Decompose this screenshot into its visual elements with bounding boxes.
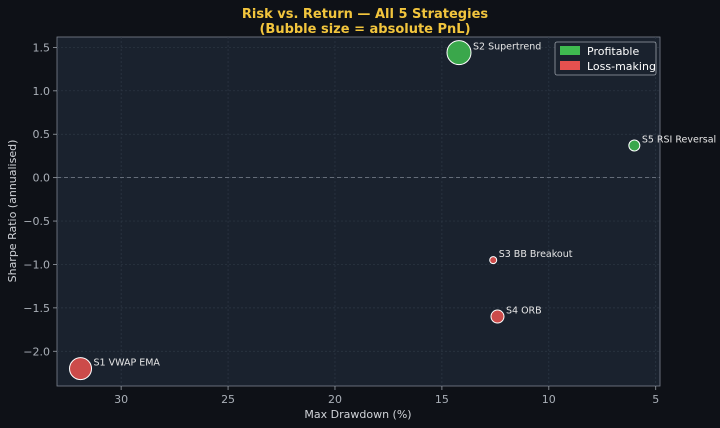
legend-swatch-profitable [560, 46, 580, 55]
legend: Profitable Loss-making [554, 41, 657, 76]
x-axis-label: Max Drawdown (%) [304, 408, 411, 421]
y-axis-ticks: 1.5 1.0 0.5 0.0 −0.5 −1.0 −1.5 −2.0 [23, 41, 57, 358]
y-tick-label: −2.0 [23, 345, 50, 358]
data-points: S1 VWAP EMA S2 Supertrend S3 BB Breakout S4… [69, 40, 716, 381]
y-tick-label: 1.5 [33, 41, 51, 54]
bubble-3 [489, 256, 498, 265]
bubble-label-5: S5 RSI Reversal [642, 135, 716, 146]
legend-label-loss-making: Loss-making [587, 60, 656, 73]
y-tick-label: −0.5 [23, 215, 50, 228]
y-tick-label: −1.5 [23, 302, 50, 315]
legend-label-profitable: Profitable [587, 45, 639, 58]
bubble-label-4: S4 ORB [506, 306, 542, 317]
bubble-label-3: S3 BB Breakout [499, 249, 573, 260]
y-axis-label: Sharpe Ratio (annualised) [6, 140, 19, 283]
y-tick-label: 0.0 [33, 172, 51, 185]
bubble-label-2: S2 Supertrend [473, 42, 541, 53]
bubble-2 [446, 40, 472, 66]
bubble-5 [628, 139, 641, 152]
x-tick-label: 30 [114, 393, 128, 406]
x-tick-label: 10 [542, 393, 556, 406]
x-tick-label: 20 [328, 393, 342, 406]
bubble-4 [490, 309, 505, 324]
plot-area [56, 36, 661, 387]
x-tick-label: 25 [221, 393, 235, 406]
chart-subtitle: (Bubble size = absolute PnL) [259, 22, 470, 37]
bubble-label-1: S1 VWAP EMA [94, 358, 161, 369]
legend-box [554, 41, 657, 76]
y-tick-label: 0.5 [33, 128, 51, 141]
y-tick-label: 1.0 [33, 85, 51, 98]
legend-swatch-loss-making [560, 61, 580, 70]
x-tick-label: 5 [652, 393, 659, 406]
bubble-1 [69, 357, 93, 381]
x-axis-ticks: 30 25 20 15 10 5 [114, 386, 659, 406]
x-tick-label: 15 [435, 393, 449, 406]
chart-title: Risk vs. Return — All 5 Strategies [242, 7, 489, 22]
y-tick-label: −1.0 [23, 258, 50, 271]
